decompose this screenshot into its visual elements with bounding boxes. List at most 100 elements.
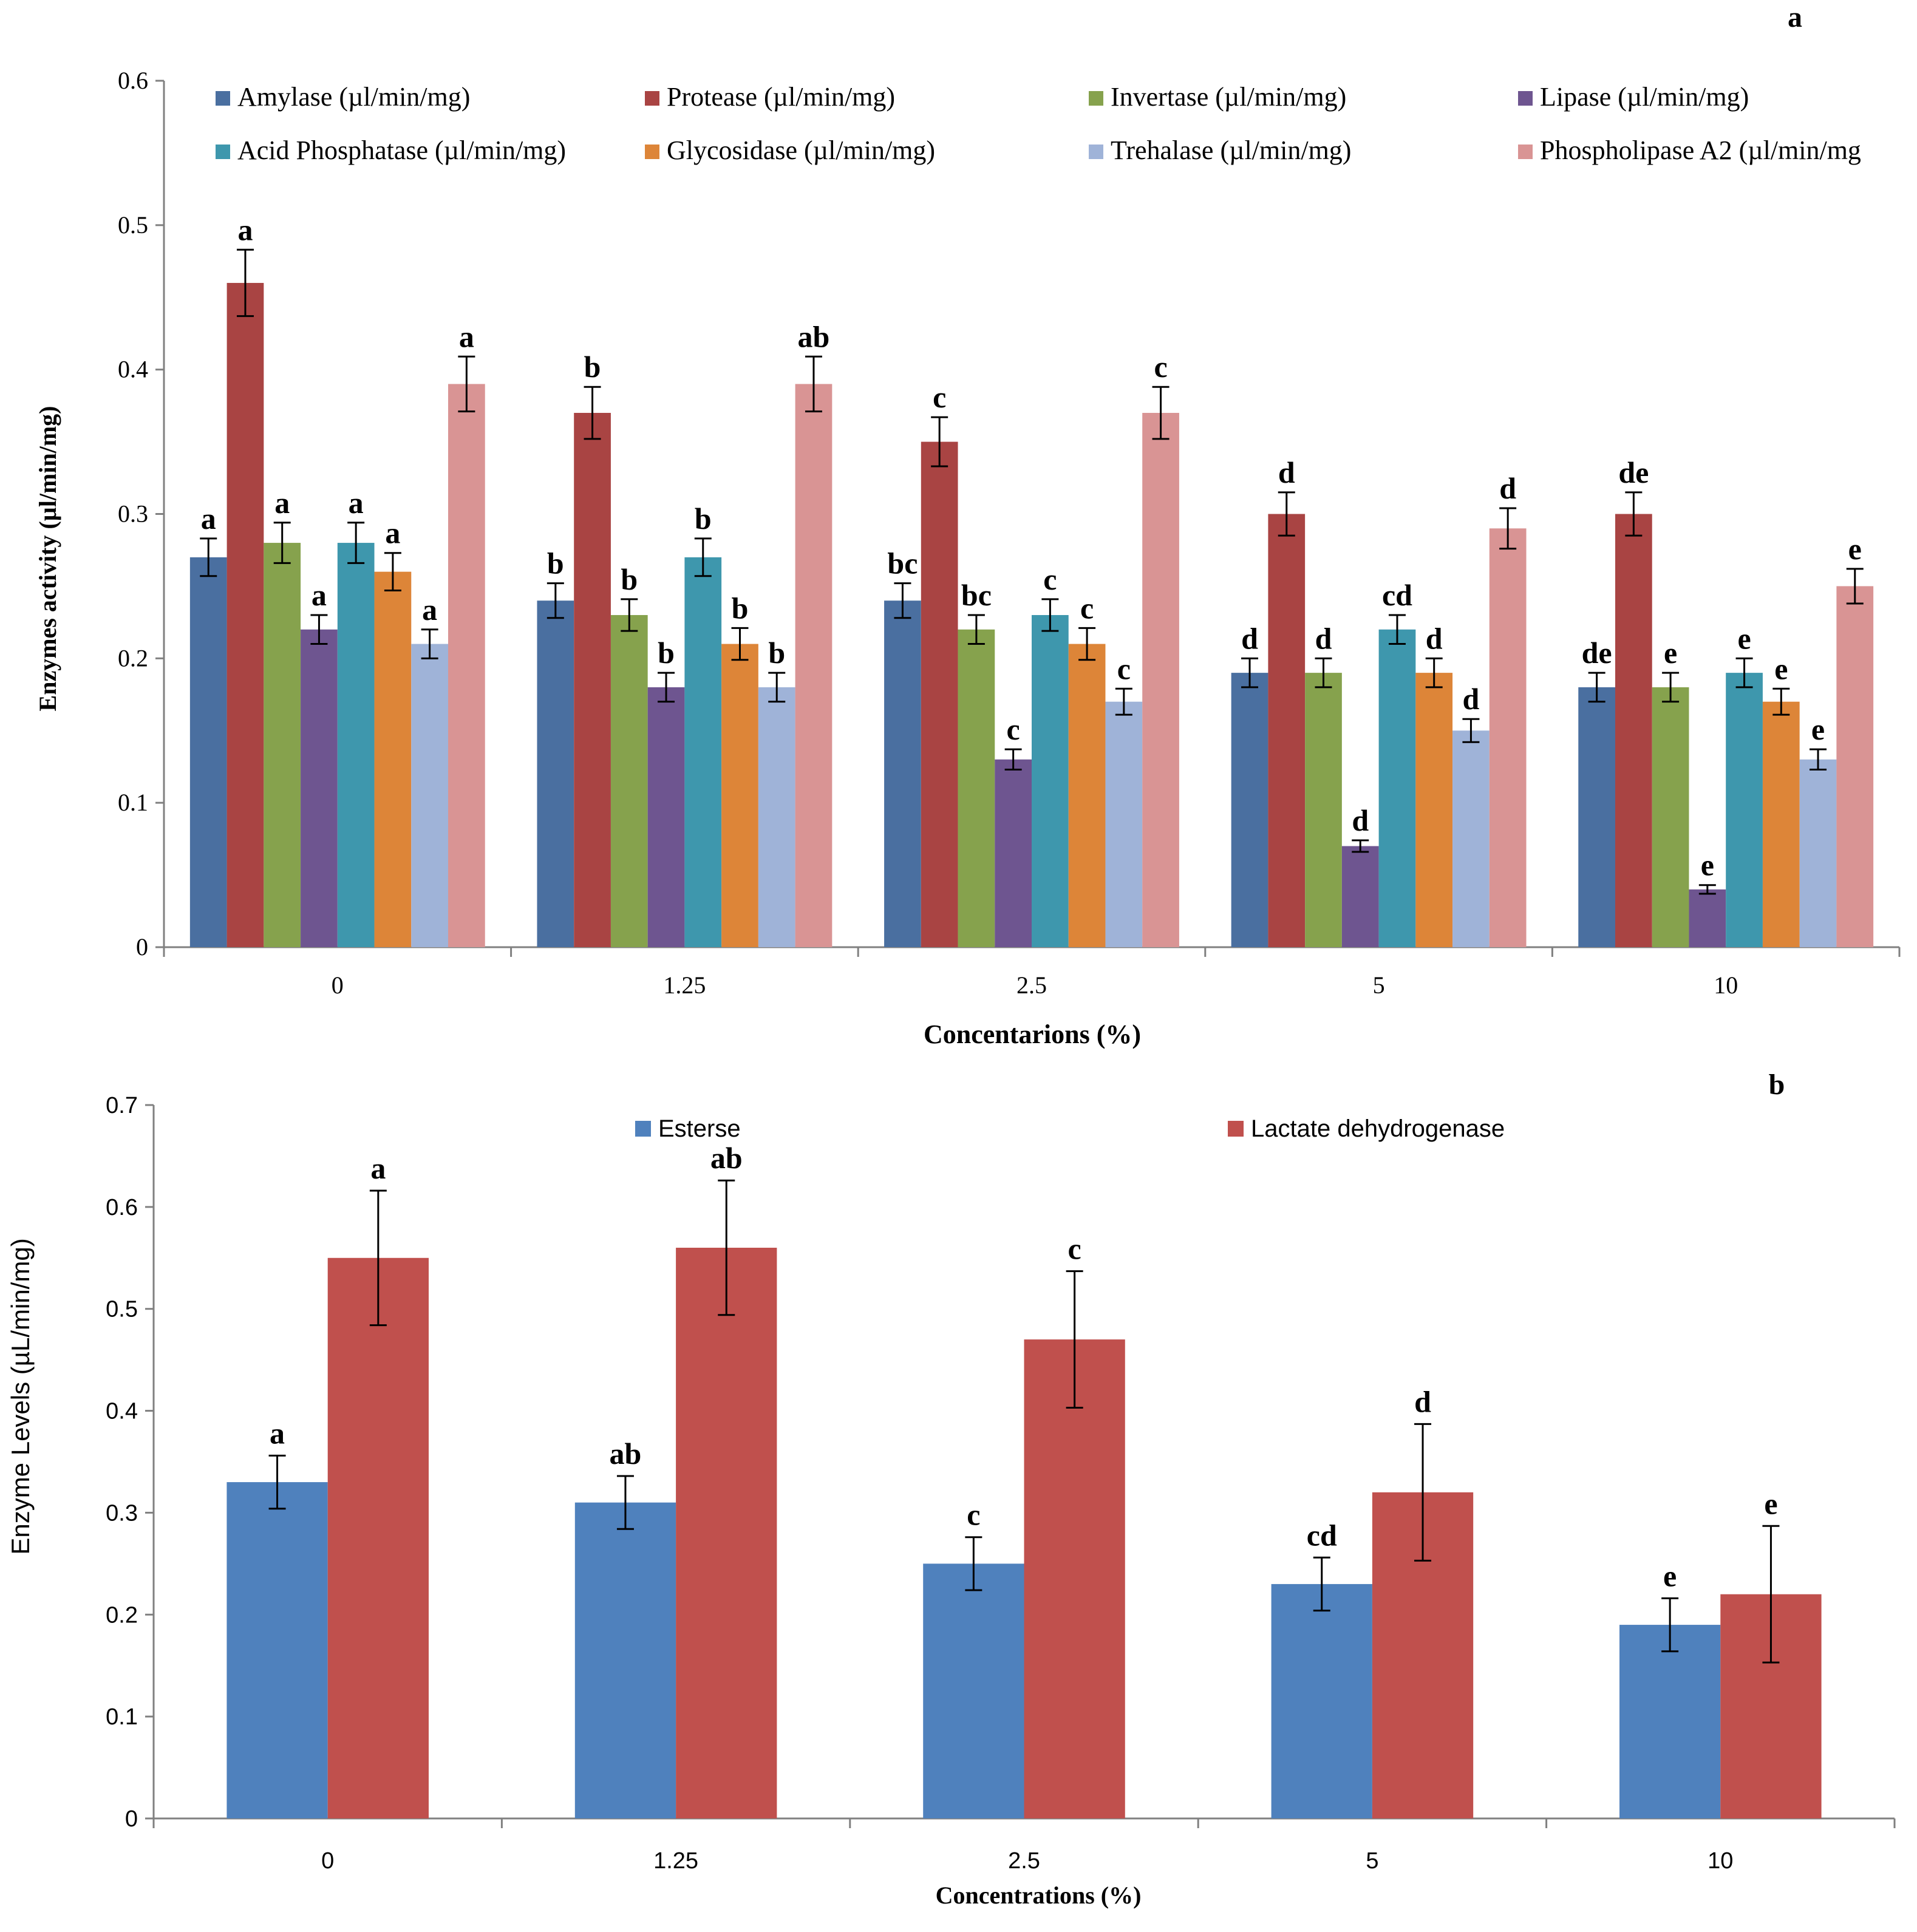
bar <box>1689 889 1726 947</box>
bar <box>1619 1625 1721 1818</box>
bar <box>1652 687 1689 947</box>
x-tick-label: 5 <box>1373 971 1385 999</box>
x-tick-label: 1.25 <box>663 971 706 999</box>
significance-label: e <box>1811 712 1825 746</box>
legend-label: Trehalase (µl/min/mg) <box>1111 135 1351 165</box>
significance-label: d <box>1352 803 1369 837</box>
significance-label: d <box>1463 682 1480 716</box>
significance-label: c <box>1117 651 1131 685</box>
y-tick-label: 0.7 <box>106 1093 138 1118</box>
bar <box>1726 673 1763 947</box>
significance-label: a <box>422 593 437 627</box>
bar <box>884 600 921 947</box>
bar <box>676 1248 777 1818</box>
significance-label: bc <box>887 546 918 580</box>
bar <box>1836 586 1874 947</box>
significance-label: c <box>1080 591 1094 625</box>
significance-label: de <box>1582 636 1612 670</box>
bar <box>226 282 264 947</box>
significance-label: a <box>201 502 216 536</box>
significance-label: b <box>658 636 675 670</box>
x-axis-title: Concentrations (%) <box>936 1882 1142 1909</box>
x-tick-label: 0 <box>321 1848 334 1874</box>
bar <box>1305 673 1342 947</box>
x-tick-label: 5 <box>1366 1848 1378 1874</box>
significance-label: d <box>1241 621 1258 655</box>
y-tick-label: 0.3 <box>118 500 148 528</box>
significance-label: bc <box>961 578 992 612</box>
bar <box>411 644 448 947</box>
significance-label: a <box>459 319 474 353</box>
legend-swatch <box>216 145 230 159</box>
legend-swatch <box>635 1121 651 1137</box>
bar <box>537 600 574 947</box>
significance-label: e <box>1848 532 1862 566</box>
bar <box>1799 759 1837 947</box>
bar <box>684 557 722 947</box>
y-tick-label: 0.2 <box>118 644 148 672</box>
significance-label: c <box>1068 1232 1081 1266</box>
significance-label: e <box>1737 621 1751 655</box>
x-tick-label: 0 <box>332 971 344 999</box>
y-tick-label: 0.6 <box>118 67 148 94</box>
bar <box>374 571 412 947</box>
x-tick-label: 2.5 <box>1016 971 1047 999</box>
legend-swatch <box>645 145 659 159</box>
x-tick-label: 2.5 <box>1008 1848 1040 1874</box>
legend-label: Protease (µl/min/mg) <box>667 82 895 112</box>
significance-label: a <box>237 213 253 247</box>
y-tick-label: 0.6 <box>106 1195 138 1220</box>
legend-label: Esterse <box>658 1115 741 1142</box>
significance-label: cd <box>1307 1518 1337 1552</box>
significance-label: c <box>933 380 946 414</box>
significance-label: b <box>547 546 564 580</box>
legend-label: Lipase (µl/min/mg) <box>1540 82 1749 112</box>
legend-swatch <box>1518 145 1533 159</box>
x-axis-title: Concentarions (%) <box>924 1019 1141 1049</box>
bar <box>448 384 485 947</box>
significance-label: c <box>967 1498 980 1532</box>
significance-label: ab <box>610 1437 642 1471</box>
y-tick-label: 0 <box>136 933 148 961</box>
legend-swatch <box>645 91 659 106</box>
bar <box>1489 528 1527 947</box>
bar <box>995 759 1032 947</box>
legend-label: Invertase (µl/min/mg) <box>1111 82 1346 112</box>
panel-label: b <box>1769 1069 1785 1101</box>
bar <box>721 644 758 947</box>
significance-label: c <box>1043 562 1057 596</box>
bar <box>1578 687 1616 947</box>
bar <box>574 1502 676 1818</box>
significance-label: cd <box>1382 578 1412 612</box>
bar <box>1341 846 1379 947</box>
significance-label: b <box>732 591 749 625</box>
legend-label: Glycosidase (µl/min/mg) <box>667 135 935 165</box>
legend-label: Amylase (µl/min/mg) <box>237 82 470 112</box>
bar <box>1415 673 1453 947</box>
significance-label: b <box>621 562 638 596</box>
bar <box>647 687 685 947</box>
significance-label: a <box>370 1151 386 1185</box>
significance-label: b <box>695 502 712 536</box>
significance-label: b <box>768 636 785 670</box>
bar <box>264 543 301 947</box>
significance-label: e <box>1701 848 1714 882</box>
x-tick-label: 10 <box>1708 1848 1733 1874</box>
bar <box>1032 614 1069 947</box>
bar <box>1105 701 1143 947</box>
significance-label: a <box>385 516 400 550</box>
bar <box>1762 701 1800 947</box>
y-tick-label: 0.2 <box>106 1602 138 1628</box>
legend-label: Acid Phosphatase (µl/min/mg) <box>237 135 566 165</box>
y-tick-label: 0 <box>125 1806 138 1832</box>
y-tick-label: 0.1 <box>106 1704 138 1730</box>
bar <box>1615 514 1652 947</box>
significance-label: e <box>1764 1486 1777 1520</box>
significance-label: e <box>1664 636 1677 670</box>
significance-label: de <box>1618 455 1649 489</box>
bar <box>1142 413 1179 947</box>
panel-label: a <box>1788 1 1802 33</box>
bar <box>1452 730 1490 947</box>
